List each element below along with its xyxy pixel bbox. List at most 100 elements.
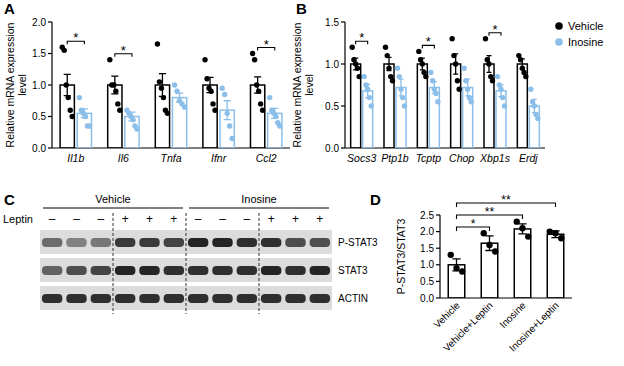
significance-label: * — [359, 30, 364, 45]
legend-label: Vehicle — [568, 20, 603, 32]
y-tick-label: 2.5 — [420, 210, 434, 221]
data-point — [212, 108, 217, 113]
data-point — [495, 74, 500, 79]
data-point — [400, 95, 405, 100]
y-tick-label: 2.0 — [420, 226, 434, 237]
data-point — [402, 103, 407, 108]
y-tick-label: 0.0 — [325, 143, 339, 154]
error-bar — [518, 224, 526, 234]
band — [212, 266, 232, 275]
data-point — [77, 95, 82, 100]
data-point — [62, 48, 67, 53]
panel-letter: B — [296, 0, 307, 17]
data-point — [172, 82, 177, 87]
category-label: Ifnr — [211, 152, 227, 164]
data-point — [202, 57, 207, 62]
band — [237, 238, 257, 247]
y-tick — [341, 21, 345, 22]
panel: BRelative mRNA expressionlevel0.00.51.01… — [291, 0, 603, 164]
data-point — [430, 78, 435, 83]
bar — [384, 64, 394, 148]
y-tick-label: 0.5 — [420, 276, 434, 287]
band — [164, 294, 184, 303]
figure: ARelative mRNA expressionlevel0.00.51.01… — [0, 0, 624, 366]
data-point — [87, 123, 92, 128]
data-point — [250, 51, 255, 56]
y-tick — [436, 297, 440, 298]
category-label: Vehicle+Leptin — [441, 300, 495, 354]
y-tick-label: 1.5 — [32, 48, 46, 59]
band — [115, 266, 135, 275]
data-point — [397, 74, 402, 79]
data-point — [70, 114, 75, 119]
band — [66, 238, 86, 247]
bar — [172, 98, 186, 148]
lane-sign: + — [292, 212, 299, 226]
legend-marker — [555, 38, 563, 46]
lane-sign: + — [170, 212, 177, 226]
bar — [429, 88, 439, 148]
bar — [203, 85, 217, 148]
bar — [220, 110, 234, 148]
panel-letter: D — [370, 191, 381, 208]
data-point — [157, 79, 162, 84]
data-point — [219, 85, 224, 90]
lane-divider — [113, 213, 114, 314]
error-bar — [159, 74, 166, 97]
data-point — [386, 66, 391, 71]
bar — [496, 91, 506, 148]
data-point — [502, 103, 507, 108]
category-label: Il6 — [118, 152, 129, 164]
lane-sign: – — [73, 212, 80, 226]
data-point — [83, 114, 88, 119]
y-tick — [341, 147, 345, 148]
y-axis-label-line: level — [16, 74, 28, 96]
band — [139, 238, 159, 247]
band — [115, 294, 135, 303]
data-point — [558, 235, 564, 241]
legend-marker — [555, 22, 563, 30]
y-tick — [436, 214, 440, 215]
data-point — [267, 95, 272, 100]
lane-sign: – — [97, 212, 104, 226]
y-tick-label: 1.0 — [32, 80, 46, 91]
data-point — [349, 45, 354, 50]
group-line — [189, 208, 329, 209]
category-label: Vehicle — [431, 299, 462, 330]
significance-label: * — [121, 43, 126, 58]
y-tick — [341, 105, 345, 106]
band — [188, 294, 208, 303]
band — [285, 266, 305, 275]
data-point — [368, 103, 373, 108]
band — [261, 238, 281, 247]
category-label: Inosine+Leptin — [507, 300, 561, 354]
data-point — [456, 87, 461, 92]
bar — [125, 117, 139, 149]
y-tick-label: 2.0 — [32, 17, 46, 28]
y-axis-label-line: level — [303, 74, 315, 96]
error-bar — [551, 231, 559, 238]
data-point — [356, 74, 361, 79]
y-tick — [436, 231, 440, 232]
band — [164, 238, 184, 247]
data-point — [448, 252, 454, 258]
data-point — [155, 41, 160, 46]
bar — [363, 91, 373, 148]
bar — [268, 113, 282, 148]
x-axis — [345, 147, 545, 148]
data-point — [134, 126, 139, 131]
bar — [484, 64, 494, 148]
band — [261, 294, 281, 303]
bar — [396, 88, 406, 148]
y-axis-label-line: Relative mRNA expression — [4, 22, 16, 147]
data-point — [420, 61, 425, 66]
bar — [448, 265, 465, 298]
lane-sign: + — [146, 212, 153, 226]
marks — [60, 41, 283, 148]
band — [212, 294, 232, 303]
data-point — [365, 87, 370, 92]
data-point — [355, 66, 360, 71]
data-point — [552, 230, 558, 236]
data-point — [486, 242, 492, 248]
data-point — [453, 61, 458, 66]
